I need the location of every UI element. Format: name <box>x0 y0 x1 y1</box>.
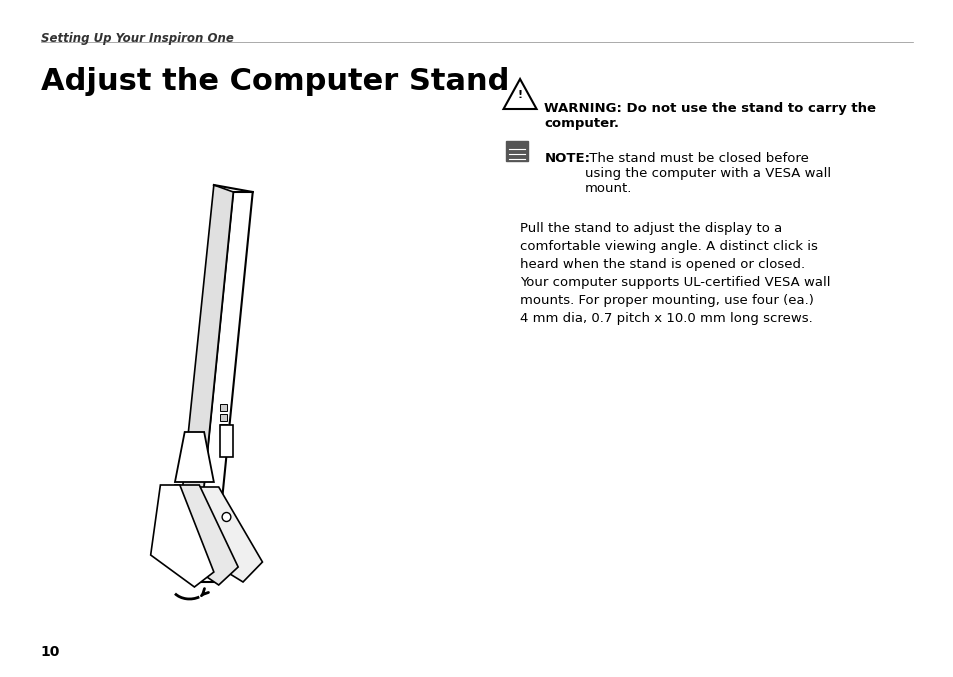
Polygon shape <box>194 192 253 582</box>
Text: The stand must be closed before
using the computer with a VESA wall
mount.: The stand must be closed before using th… <box>584 152 830 195</box>
Polygon shape <box>151 485 213 587</box>
Polygon shape <box>174 185 233 582</box>
Text: Setting Up Your Inspiron One: Setting Up Your Inspiron One <box>41 32 233 45</box>
Polygon shape <box>194 487 262 582</box>
Text: Pull the stand to adjust the display to a
comfortable viewing angle. A distinct : Pull the stand to adjust the display to … <box>519 222 830 325</box>
FancyBboxPatch shape <box>506 141 527 161</box>
Text: WARNING: Do not use the stand to carry the computer.: WARNING: Do not use the stand to carry t… <box>544 102 876 130</box>
Bar <box>219 444 227 451</box>
Text: Adjust the Computer Stand: Adjust the Computer Stand <box>41 67 509 96</box>
Text: 10: 10 <box>41 645 60 659</box>
Bar <box>219 434 227 441</box>
Polygon shape <box>174 432 213 482</box>
Bar <box>219 425 233 457</box>
Circle shape <box>222 512 231 521</box>
Bar <box>219 414 227 421</box>
Bar <box>219 424 227 431</box>
Text: !: ! <box>517 90 522 100</box>
Bar <box>219 404 227 411</box>
Polygon shape <box>170 485 238 585</box>
Text: NOTE:: NOTE: <box>544 152 590 165</box>
